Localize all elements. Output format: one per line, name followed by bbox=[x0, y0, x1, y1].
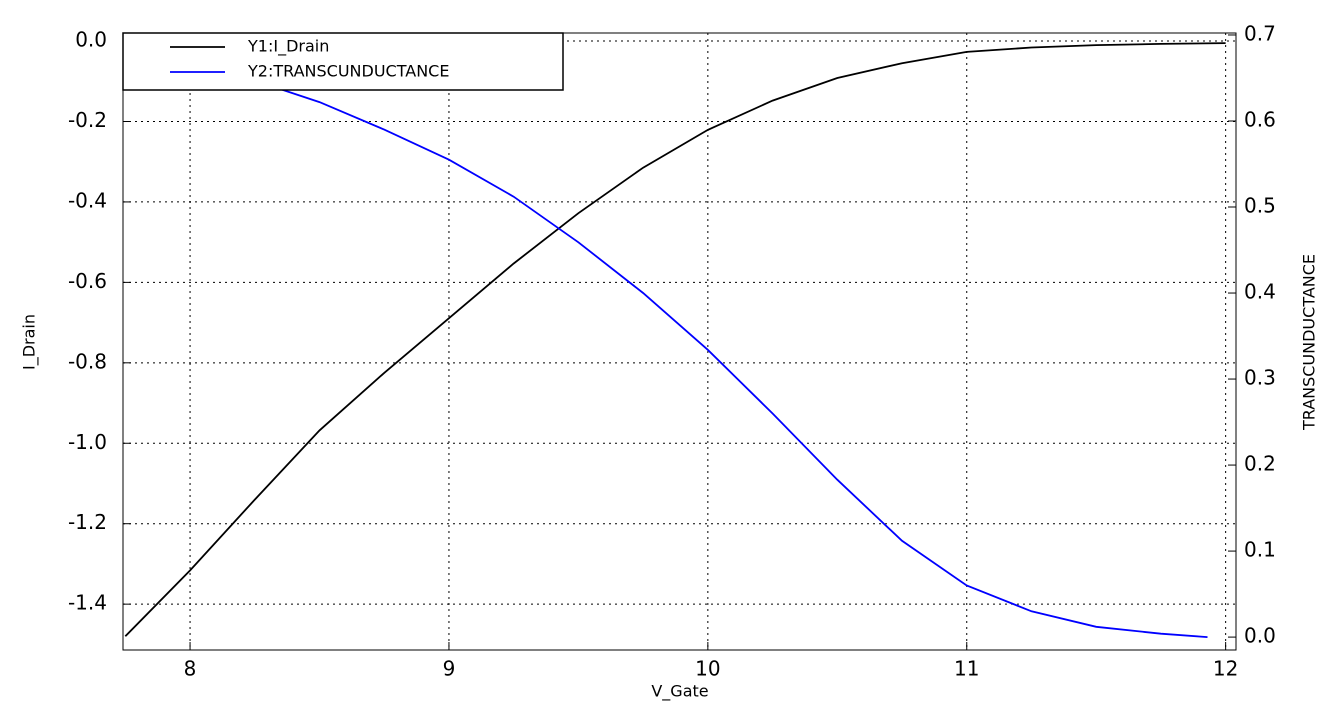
x-tick-label: 12 bbox=[1213, 657, 1238, 681]
legend-label: Y1:I_Drain bbox=[247, 37, 329, 57]
y2-tick-label: 0.3 bbox=[1244, 366, 1276, 390]
y-tick-label: -0.8 bbox=[68, 349, 107, 373]
x-tick-label: 8 bbox=[184, 657, 197, 681]
y-tick-label: -1.2 bbox=[68, 510, 107, 534]
x-tick-label: 11 bbox=[954, 657, 979, 681]
y2-tick-label: 0.5 bbox=[1244, 194, 1276, 218]
series-line bbox=[125, 41, 1208, 638]
y2-tick-label: 0.4 bbox=[1244, 280, 1276, 304]
y-tick-label: -1.4 bbox=[68, 591, 107, 615]
y2-tick-label: 0.0 bbox=[1244, 624, 1276, 648]
y-tick-label: 0.0 bbox=[75, 28, 107, 52]
y2-tick-label: 0.6 bbox=[1244, 107, 1276, 131]
legend-label: Y2:TRANSCUNDUCTANCE bbox=[247, 62, 449, 81]
y-tick-label: -0.2 bbox=[68, 108, 107, 132]
x-tick-label: 9 bbox=[443, 657, 456, 681]
y2-tick-label: 0.1 bbox=[1244, 538, 1276, 562]
y-tick-label: -0.4 bbox=[68, 188, 107, 212]
y2-axis-label: TRANSCUNDUCTANCE bbox=[1300, 254, 1319, 431]
y-tick-label: -0.6 bbox=[68, 269, 107, 293]
y2-tick-label: 0.2 bbox=[1244, 452, 1276, 476]
x-tick-label: 10 bbox=[695, 657, 720, 681]
legend-box bbox=[122, 32, 564, 91]
y-tick-label: -1.0 bbox=[68, 430, 107, 454]
plot-frame bbox=[122, 32, 1237, 651]
y2-tick-label: 0.7 bbox=[1244, 21, 1276, 45]
series-line bbox=[124, 42, 1226, 637]
y-axis-label: I_Drain bbox=[20, 314, 40, 370]
x-axis-label: V_Gate bbox=[651, 682, 708, 702]
